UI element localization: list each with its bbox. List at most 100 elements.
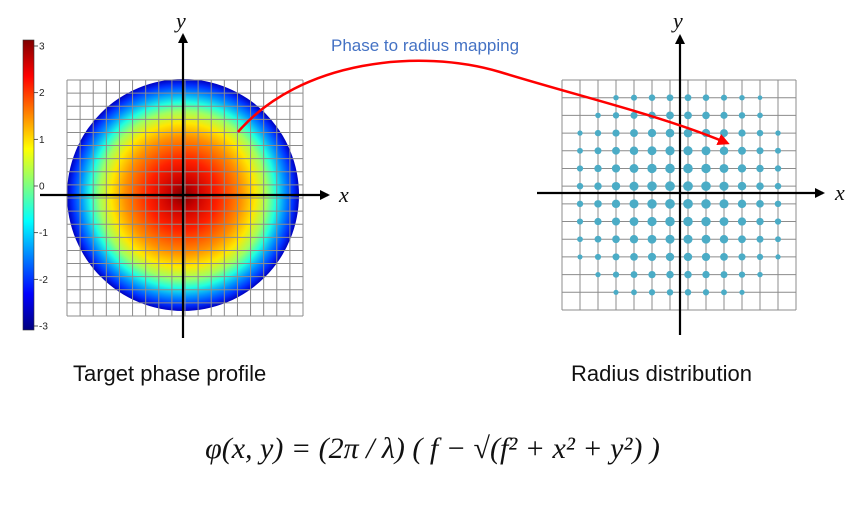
radius-dot [737, 199, 747, 209]
radius-dot [756, 235, 764, 243]
radius-dot [739, 289, 745, 295]
radius-dot [683, 198, 693, 209]
radius-dot [683, 181, 693, 192]
radius-dot [738, 253, 746, 261]
radius-dot [774, 147, 782, 154]
radius-dot [613, 94, 619, 101]
radius-dot [612, 253, 620, 261]
radius-dot [775, 130, 781, 136]
radius-dot [594, 253, 602, 261]
colorbar-gradient [22, 39, 35, 331]
radius-dot [683, 216, 693, 227]
radius-dot [665, 198, 675, 209]
radius-dot [738, 235, 746, 244]
colorbar-tick-label: 0 [39, 182, 45, 193]
radius-dot [630, 94, 638, 101]
colorbar-tick-label: 1 [39, 135, 45, 146]
radius-dot [720, 271, 728, 279]
radius-dot [647, 128, 657, 138]
radius-dot [738, 146, 746, 155]
radius-dot [647, 181, 657, 191]
right-panel: x y Radius distribution [537, 8, 845, 386]
radius-dot [739, 94, 745, 101]
radius-dot [594, 200, 602, 208]
radius-dot [702, 270, 710, 279]
radius-dot [702, 111, 710, 120]
radius-dot [576, 200, 584, 208]
radius-dot [647, 216, 657, 227]
radius-dot [702, 289, 710, 296]
radius-dot [719, 181, 729, 191]
radius-dot [665, 128, 675, 138]
radius-dot [737, 181, 747, 191]
radius-dot [684, 94, 692, 102]
mapping-label: Phase to radius mapping [331, 36, 519, 55]
radius-dot [577, 147, 583, 154]
radius-dot [629, 164, 639, 173]
colorbar-ticks: 3 2 1 0 -1 -2 -3 [34, 42, 48, 333]
radius-dot [631, 289, 637, 296]
radius-dot [611, 217, 621, 226]
radius-dot [647, 146, 657, 156]
radius-dot [756, 129, 764, 137]
radius-dot [594, 147, 602, 155]
right-x-label: x [834, 180, 845, 205]
radius-dot [756, 147, 764, 155]
radius-dot [701, 163, 711, 174]
radius-dot [612, 271, 620, 278]
radius-dot [719, 163, 729, 173]
right-caption: Radius distribution [571, 361, 752, 386]
radius-dot [629, 146, 639, 156]
radius-dot [683, 128, 693, 138]
radius-dot [756, 164, 764, 173]
radius-dot [612, 129, 620, 137]
radius-dot [701, 181, 711, 191]
radius-dot [684, 111, 692, 120]
radius-dot [756, 182, 764, 190]
radius-dot [665, 163, 675, 174]
radius-dot [684, 270, 692, 279]
radius-dot [720, 253, 728, 261]
colorbar-tick-label: 2 [39, 88, 45, 99]
radius-dot [630, 129, 638, 138]
radius-dot [647, 252, 657, 262]
radius-dot [665, 216, 675, 227]
mapping-arrow [237, 59, 730, 146]
radius-dot [757, 95, 763, 101]
radius-dot [629, 235, 639, 244]
radius-dot [613, 289, 619, 295]
radius-dot [594, 235, 602, 243]
radius-dot [576, 165, 584, 172]
colorbar: 3 2 1 0 -1 -2 -3 [22, 39, 48, 333]
radius-dot [577, 130, 583, 136]
radius-dot [595, 271, 601, 278]
radius-dot [665, 146, 675, 156]
colorbar-tick-label: -3 [39, 322, 48, 333]
radius-dot [757, 112, 763, 119]
radius-dot [629, 217, 639, 226]
radius-dot [721, 289, 727, 296]
figure-canvas: 3 2 1 0 -1 -2 -3 x y Target phase profile x y … [22, 8, 845, 386]
radius-dot [595, 112, 601, 119]
radius-dot [612, 235, 620, 244]
radius-dot [701, 216, 711, 227]
radius-dot [647, 199, 657, 209]
radius-dot [611, 181, 621, 191]
radius-dot [701, 146, 711, 156]
radius-dot [757, 271, 763, 278]
radius-dot [774, 182, 782, 190]
radius-dot [594, 217, 602, 226]
radius-dot [648, 94, 656, 101]
radius-dot [720, 94, 728, 101]
radius-dot [612, 112, 620, 119]
left-y-label: y [174, 8, 186, 33]
radius-dot [629, 181, 639, 191]
radius-dot [774, 200, 782, 208]
radius-dot [738, 271, 746, 278]
right-y-label: y [671, 8, 683, 33]
radius-dot [576, 218, 584, 225]
radius-dot [683, 252, 693, 262]
radius-dot [630, 111, 638, 119]
radius-dot [630, 271, 638, 279]
radius-dot [666, 270, 674, 279]
